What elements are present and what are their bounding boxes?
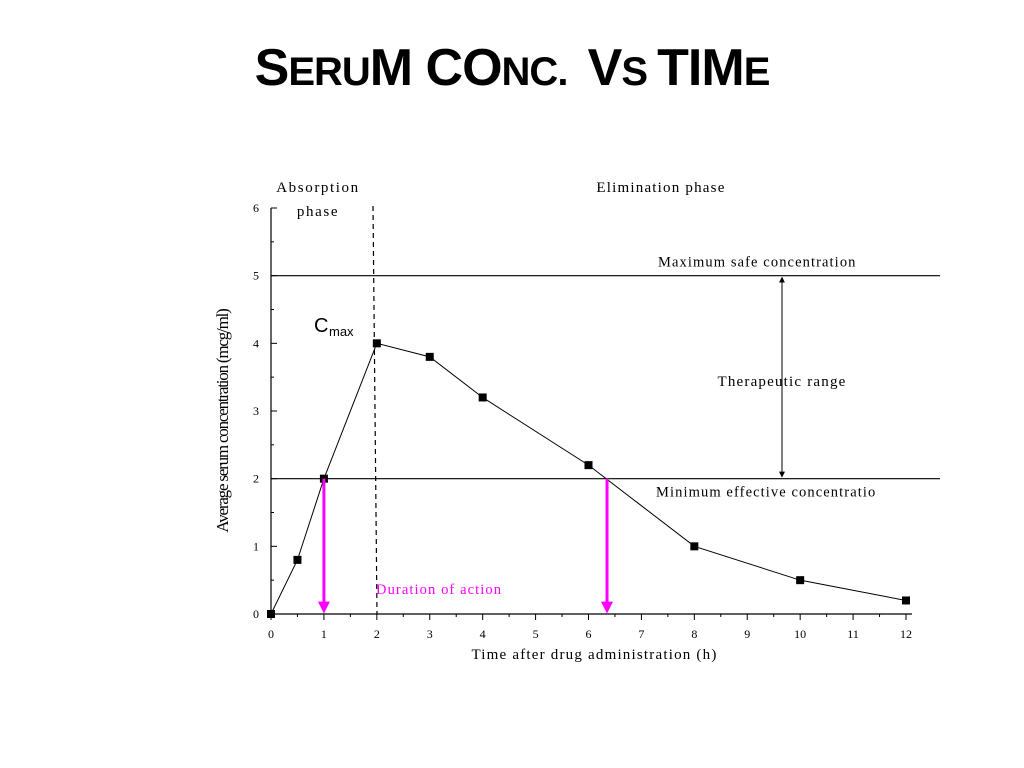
data-point bbox=[584, 461, 593, 470]
x-tick-label: 7 bbox=[638, 627, 644, 641]
x-tick-label: 6 bbox=[586, 627, 592, 641]
min-effective-label: Minimum effective concentratio bbox=[656, 485, 876, 501]
title-part: V bbox=[587, 39, 623, 97]
title-part: E bbox=[743, 50, 771, 94]
duration-of-action-label: Duration of action bbox=[376, 582, 502, 598]
y-tick-label: 1 bbox=[253, 539, 259, 553]
x-tick-label: 2 bbox=[374, 627, 380, 641]
y-tick-label: 3 bbox=[253, 404, 259, 418]
title-part: O bbox=[462, 39, 502, 97]
y-tick-label: 5 bbox=[253, 269, 259, 283]
x-tick-label: 5 bbox=[533, 627, 539, 641]
data-point bbox=[372, 339, 381, 348]
x-tick-label: 12 bbox=[900, 627, 912, 641]
data-point bbox=[293, 555, 302, 564]
phase-divider-line bbox=[372, 205, 378, 615]
y-tick-label: 0 bbox=[253, 607, 259, 621]
x-tick-label: 4 bbox=[480, 627, 486, 641]
therapeutic-range-label: Therapeutic range bbox=[717, 374, 846, 390]
y-axis-label: Average serum concentration (mcg/ml) bbox=[213, 309, 232, 533]
data-point bbox=[425, 352, 434, 361]
absorption-phase-label-line1: Absorption bbox=[276, 180, 360, 196]
data-point bbox=[478, 393, 487, 402]
x-tick-label: 9 bbox=[744, 627, 750, 641]
title-part: TIM bbox=[657, 39, 745, 97]
title-part: S bbox=[621, 50, 658, 94]
slide-title: SERUM CONC. VS TIME bbox=[0, 42, 1024, 94]
data-series bbox=[267, 339, 910, 618]
x-tick-label: 10 bbox=[794, 627, 806, 641]
x-tick-label: 0 bbox=[268, 627, 274, 641]
data-point bbox=[902, 596, 910, 605]
absorption-phase-label-line2: phase bbox=[297, 204, 339, 220]
title-part: ERU bbox=[288, 50, 370, 94]
x-tick-label: 1 bbox=[321, 627, 327, 641]
y-tick-label: 6 bbox=[253, 201, 259, 215]
data-point bbox=[267, 610, 275, 618]
data-point bbox=[796, 576, 805, 585]
y-tick-label: 2 bbox=[253, 472, 259, 486]
data-point bbox=[690, 542, 699, 551]
cmax-label: C bbox=[314, 315, 328, 337]
max-safe-label: Maximum safe concentration bbox=[658, 255, 857, 271]
x-tick-label: 11 bbox=[847, 627, 859, 641]
x-axis-label: Time after drug administration (h) bbox=[471, 647, 717, 663]
y-tick-label: 4 bbox=[253, 336, 259, 350]
cmax-subscript: max bbox=[329, 324, 354, 339]
elimination-phase-label: Elimination phase bbox=[596, 180, 725, 196]
x-tick-label: 3 bbox=[427, 627, 433, 641]
x-tick-label: 8 bbox=[691, 627, 697, 641]
concentration-line bbox=[270, 342, 907, 615]
title-part: S bbox=[254, 39, 290, 97]
title-part: NC. bbox=[501, 50, 588, 94]
title-part: M C bbox=[369, 39, 463, 97]
reference-lines: Maximum safe concentration Minimum effect… bbox=[271, 205, 940, 615]
annotations: Absorption phase Elimination phase Therapeu… bbox=[276, 180, 846, 598]
